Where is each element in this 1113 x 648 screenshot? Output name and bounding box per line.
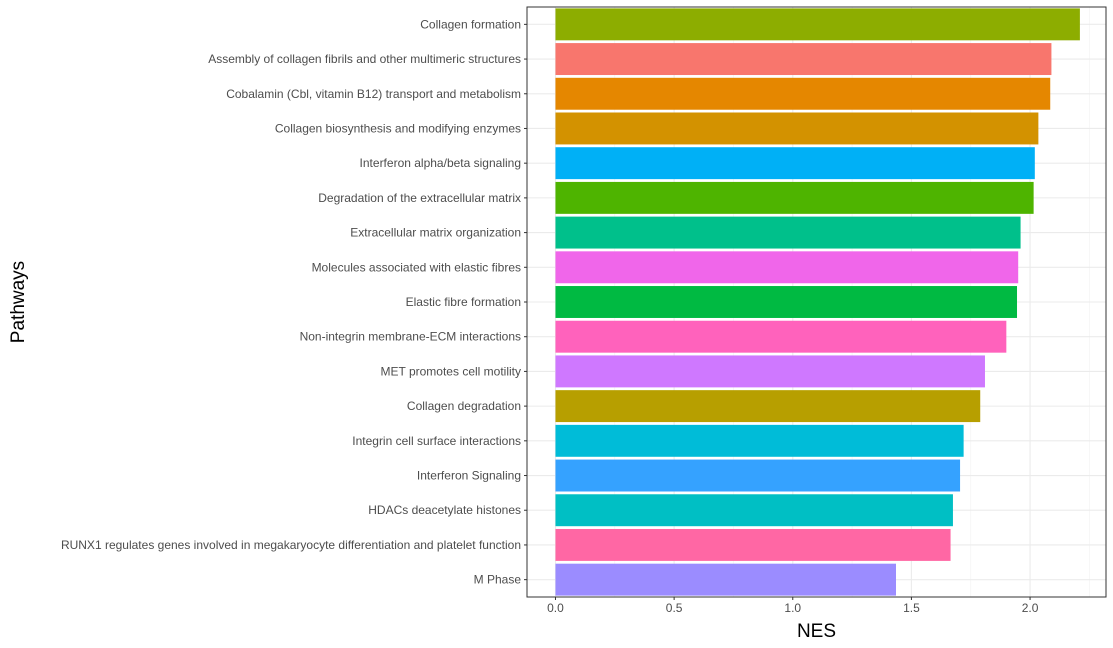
bar xyxy=(555,390,981,423)
bar xyxy=(555,251,1019,284)
y-tick-label: Non-integrin membrane-ECM interactions xyxy=(300,330,521,344)
x-tick-label: 0.0 xyxy=(547,601,564,615)
y-tick-label: Extracellular matrix organization xyxy=(350,226,521,240)
y-tick-labels: Collagen formation Assembly of collagen f… xyxy=(61,17,527,587)
bar xyxy=(555,494,953,527)
y-tick-label: Collagen formation xyxy=(420,17,521,31)
y-tick-label: Elastic fibre formation xyxy=(406,295,521,309)
y-axis-title: Pathways xyxy=(8,261,29,343)
y-tick-label: HDACs deacetylate histones xyxy=(368,503,521,517)
x-axis-title: NES xyxy=(797,621,836,642)
y-tick-label: MET promotes cell motility xyxy=(381,364,521,378)
y-tick-label: Collagen biosynthesis and modifying enzy… xyxy=(275,121,521,135)
bar xyxy=(555,181,1034,214)
x-tick-label: 0.5 xyxy=(666,601,683,615)
y-tick-label: Molecules associated with elastic fibres xyxy=(312,260,521,274)
bar xyxy=(555,216,1021,249)
bar xyxy=(555,43,1052,76)
y-tick-label: Integrin cell surface interactions xyxy=(352,434,521,448)
bar xyxy=(555,77,1051,110)
bar xyxy=(555,286,1018,318)
x-tick-label: 1.0 xyxy=(784,601,801,615)
bar xyxy=(555,320,1007,353)
bar xyxy=(555,8,1080,41)
y-tick-label: RUNX1 regulates genes involved in megaka… xyxy=(61,538,521,552)
bar xyxy=(555,424,964,457)
y-tick-label: Cobalamin (Cbl, vitamin B12) transport a… xyxy=(226,87,521,101)
x-tick-label: 1.5 xyxy=(903,601,920,615)
bar xyxy=(555,355,985,388)
bar xyxy=(555,528,951,561)
bar xyxy=(555,147,1035,180)
bar xyxy=(555,563,896,596)
y-tick-label: Interferon Signaling xyxy=(417,469,521,483)
x-tick-labels: 0.0 0.5 1.0 1.5 2.0 xyxy=(547,597,1039,615)
y-tick-label: Assembly of collagen fibrils and other m… xyxy=(208,52,521,66)
bars xyxy=(555,8,1080,596)
bar xyxy=(555,112,1039,145)
y-tick-label: Collagen degradation xyxy=(407,399,521,413)
bar xyxy=(555,459,961,492)
y-tick-label: M Phase xyxy=(474,573,522,587)
y-tick-label: Degradation of the extracellular matrix xyxy=(318,191,521,205)
x-tick-label: 2.0 xyxy=(1022,601,1039,615)
y-tick-label: Interferon alpha/beta signaling xyxy=(360,156,521,170)
